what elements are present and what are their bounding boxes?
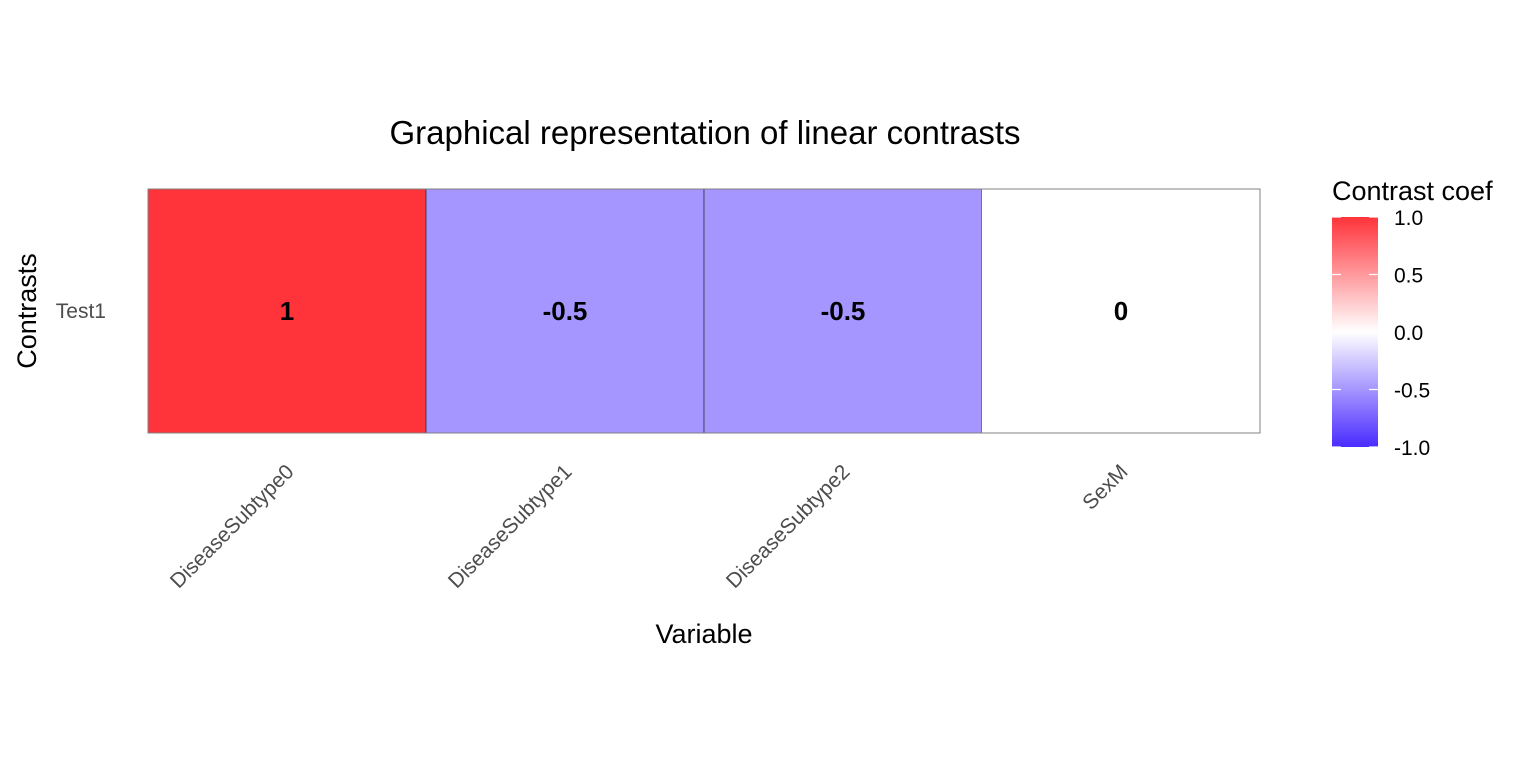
heatmap-cell-SexM — [982, 189, 1260, 433]
cell-value-label: 1 — [280, 296, 294, 326]
cell-value-label: -0.5 — [543, 296, 588, 326]
y-tick-label: Test1 — [56, 300, 106, 323]
panel-border — [147, 188, 1261, 434]
heatmap-cell-DiseaseSubtype2 — [703, 188, 983, 434]
x-axis-title: Variable — [655, 619, 752, 649]
legend-title: Contrast coef — [1332, 176, 1493, 206]
cell-value-label: 0 — [1114, 296, 1128, 326]
legend-ticks: 1.0 0.5 0.0 -0.5 -1.0 — [1332, 207, 1430, 460]
legend-tick-label: 0.5 — [1394, 265, 1423, 288]
chart-title: Graphical representation of linear contr… — [390, 114, 1021, 151]
heatmap-cell-DiseaseSubtype0 — [147, 188, 427, 434]
cell-value-label: -0.5 — [821, 296, 866, 326]
legend-tick-label: 1.0 — [1394, 207, 1423, 230]
legend-tick-label: -0.5 — [1394, 380, 1430, 403]
y-axis-title: Contrasts — [12, 253, 42, 369]
y-tick-labels: Test1 — [56, 300, 106, 323]
legend-tick-label: 0.0 — [1394, 322, 1423, 345]
heatmap-cells: 1 -0.5 -0.5 0 — [147, 188, 1260, 434]
legend-tick-label: -1.0 — [1394, 437, 1430, 460]
